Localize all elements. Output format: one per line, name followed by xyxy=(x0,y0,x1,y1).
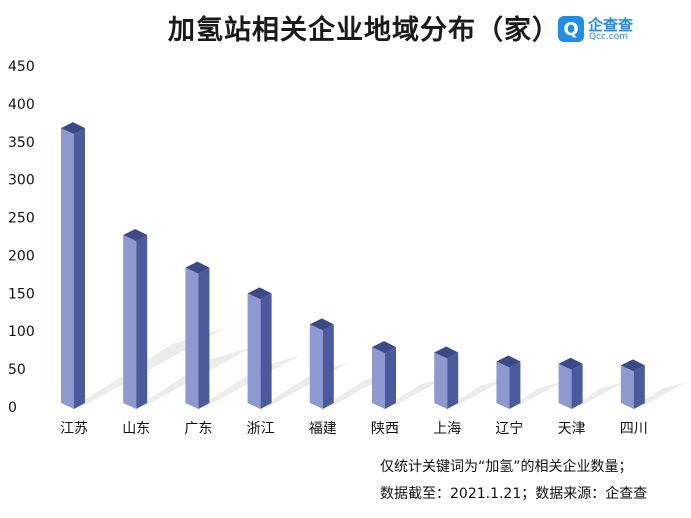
x-tick-label: 江苏 xyxy=(60,421,88,437)
y-tick-label: 150 xyxy=(8,286,35,302)
bar-front xyxy=(558,363,572,409)
y-tick-label: 350 xyxy=(8,135,35,151)
x-tick-label: 辽宁 xyxy=(495,420,523,437)
bar-side xyxy=(74,128,85,410)
x-tick-label: 天津 xyxy=(558,421,586,437)
qcc-logo-icon: Q xyxy=(558,16,584,42)
bar-top xyxy=(558,357,583,370)
bar-top xyxy=(61,122,85,135)
chart-title: 加氢站相关企业地域分布（家） xyxy=(168,15,560,46)
y-tick-label: 300 xyxy=(8,173,35,189)
y-tick-label: 0 xyxy=(8,400,17,416)
bar-top xyxy=(496,355,521,368)
y-tick-label: 50 xyxy=(8,362,26,378)
bar-front xyxy=(496,361,510,409)
x-tick-label: 上海 xyxy=(433,421,461,437)
bar-shadow xyxy=(509,381,564,407)
bar-front xyxy=(247,293,261,409)
bar-front xyxy=(123,234,137,409)
footnote-source: 数据截至：2021.1.21；数据来源：企查查 xyxy=(380,486,648,502)
bar-shadow xyxy=(633,382,686,407)
qcc-logo-sub: Qcc.com xyxy=(589,32,629,42)
bar-front xyxy=(620,365,634,409)
x-tick-label: 福建 xyxy=(309,421,337,437)
bar-side xyxy=(198,267,210,409)
y-tick-label: 450 xyxy=(8,59,35,75)
bar-shadow xyxy=(571,382,625,407)
bar-top xyxy=(309,318,334,331)
bar-side xyxy=(447,352,459,409)
bar-shadow xyxy=(447,378,506,407)
bar-top xyxy=(123,228,148,241)
y-tick-label: 100 xyxy=(8,324,35,340)
bar-side xyxy=(136,234,148,409)
y-tick-label: 250 xyxy=(8,211,35,227)
bar-top xyxy=(185,261,210,274)
bar-side xyxy=(509,361,521,409)
y-tick-label: 400 xyxy=(8,97,35,113)
bar-side xyxy=(571,363,583,409)
qcc-logo-name: 企查查 xyxy=(588,16,634,34)
bar-front xyxy=(434,352,448,409)
bar-front xyxy=(61,128,74,410)
bar-front xyxy=(185,267,199,409)
y-tick-label: 200 xyxy=(8,248,35,264)
bar-front xyxy=(309,324,323,409)
bar-side xyxy=(633,365,645,409)
qcc-logo: Q 企查查 Qcc.com xyxy=(558,14,648,48)
bar-side xyxy=(385,347,396,409)
bar-side xyxy=(260,293,272,409)
bar-top xyxy=(247,287,272,300)
bar-top xyxy=(372,341,396,354)
bar-front xyxy=(372,347,385,409)
bar-shadow xyxy=(385,377,447,407)
x-tick-label: 四川 xyxy=(620,421,648,437)
x-tick-label: 山东 xyxy=(122,421,150,437)
bar-top xyxy=(620,359,645,372)
x-tick-label: 广东 xyxy=(184,421,212,437)
x-tick-label: 陕西 xyxy=(371,421,399,437)
footnote-scope: 仅统计关键词为“加氢”的相关企业数量； xyxy=(380,459,633,475)
bar-side xyxy=(322,324,334,409)
bar-top xyxy=(434,346,459,359)
x-tick-label: 浙江 xyxy=(247,421,275,437)
